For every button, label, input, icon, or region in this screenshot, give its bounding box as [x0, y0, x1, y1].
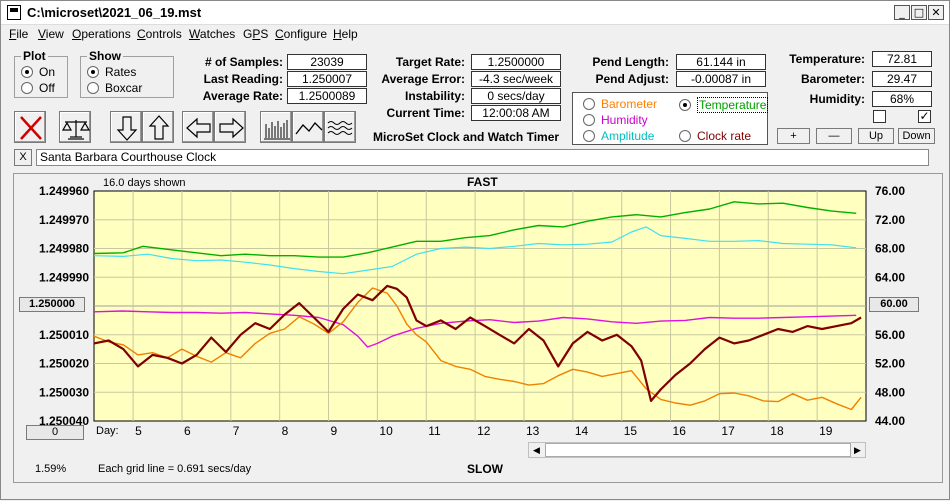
menu-controls[interactable]: Controls	[137, 27, 182, 41]
menu-view[interactable]: View	[38, 27, 64, 41]
show-boxcar-radio[interactable]: Boxcar	[87, 81, 142, 95]
scale-down-button[interactable]: Down	[898, 128, 935, 144]
pend-adjust-value: -0.00087 in	[676, 71, 766, 87]
last-reading-value: 1.250007	[287, 71, 367, 87]
day-label: Day:	[96, 425, 119, 437]
barometer-label: Barometer:	[800, 72, 865, 86]
instability-label: Instability:	[404, 89, 465, 103]
temperature-label: Temperature:	[789, 52, 865, 66]
instability-value: 0 secs/day	[471, 88, 561, 104]
radio-empty-icon	[679, 130, 691, 142]
line-wave-icon[interactable]	[292, 111, 324, 143]
zero-button[interactable]: 0	[26, 425, 84, 440]
menu-help[interactable]: Help	[333, 27, 358, 41]
arrow-right-icon[interactable]	[214, 111, 246, 143]
radio-selected-icon	[87, 66, 99, 78]
amplitude-radio[interactable]: Amplitude	[583, 129, 654, 143]
barometer-value: 29.47	[872, 71, 932, 87]
stop-x-icon[interactable]	[14, 111, 46, 143]
plot-on-radio[interactable]: On	[21, 65, 55, 79]
watch-name-field[interactable]: Santa Barbara Courthouse Clock	[36, 149, 929, 166]
right-checkbox[interactable]: ✓	[918, 109, 931, 123]
menu-watches[interactable]: Watches	[189, 27, 236, 41]
humidity-radio[interactable]: Humidity	[583, 113, 648, 127]
arrow-left-icon[interactable]	[182, 111, 214, 143]
temperature-radio[interactable]: Temperature	[679, 97, 769, 113]
menu-gps[interactable]: GPS	[243, 27, 269, 41]
last-reading-label: Last Reading:	[203, 72, 283, 86]
scale-plus-button[interactable]: +	[777, 128, 810, 144]
average-rate-label: Average Rate:	[202, 89, 283, 103]
chart-panel	[13, 173, 943, 483]
samples-label: # of Samples:	[204, 55, 283, 69]
humidity-value: 68%	[872, 91, 932, 107]
title-bar: C:\microset\2021_06_19.mst _ □ ✕	[1, 1, 949, 25]
app-icon[interactable]	[7, 5, 21, 20]
slow-label: SLOW	[467, 462, 503, 476]
radio-empty-icon	[87, 82, 99, 94]
menu-file[interactable]: File	[9, 27, 29, 41]
left-checkbox[interactable]	[873, 110, 886, 123]
bar-chart-icon[interactable]	[260, 111, 292, 143]
grid-note-label: Each grid line = 0.691 secs/day	[98, 463, 252, 475]
sensor-select-box: Barometer Temperature Humidity Amplitude…	[572, 92, 769, 145]
pend-adjust-label: Pend Adjust:	[595, 72, 669, 86]
time-scrollbar[interactable]: ◀ ▶	[528, 442, 866, 458]
average-error-label: Average Error:	[381, 72, 465, 86]
maximize-button[interactable]: □	[911, 5, 927, 20]
plot-group: Plot On Off	[14, 49, 68, 98]
scale-up-button[interactable]: Up	[858, 128, 894, 144]
right-axis-button[interactable]: 60.00	[869, 297, 919, 312]
radio-empty-icon	[583, 98, 595, 110]
pend-length-label: Pend Length:	[592, 55, 669, 69]
left-axis-button[interactable]: 1.250000	[19, 297, 85, 312]
scroll-thumb[interactable]	[545, 443, 851, 457]
menu-configure[interactable]: Configure	[275, 27, 328, 41]
barometer-radio[interactable]: Barometer	[583, 97, 657, 111]
minimize-button[interactable]: _	[894, 5, 910, 20]
current-time-value: 12:00:08 AM	[471, 105, 561, 121]
average-rate-value: 1.2500089	[287, 88, 367, 104]
radio-selected-icon	[679, 99, 691, 111]
radio-empty-icon	[583, 130, 595, 142]
menu-operations[interactable]: Operations	[72, 27, 131, 41]
close-button[interactable]: ✕	[928, 5, 944, 20]
pend-length-value: 61.144 in	[676, 54, 766, 70]
plot-off-radio[interactable]: Off	[21, 81, 55, 95]
humidity-label: Humidity:	[809, 92, 865, 106]
show-rates-radio[interactable]: Rates	[87, 65, 136, 79]
clear-name-button[interactable]: X	[14, 149, 32, 166]
scroll-right-icon[interactable]: ▶	[854, 445, 861, 455]
target-rate-value: 1.2500000	[471, 54, 561, 70]
fast-label: FAST	[467, 175, 498, 189]
radio-empty-icon	[583, 114, 595, 126]
days-shown-label: 16.0 days shown	[103, 177, 186, 189]
temperature-value: 72.81	[872, 51, 932, 67]
arrow-up-icon[interactable]	[142, 111, 174, 143]
radio-empty-icon	[21, 82, 33, 94]
show-group: Show Rates Boxcar	[80, 49, 174, 98]
target-rate-label: Target Rate:	[395, 55, 465, 69]
clock-rate-radio[interactable]: Clock rate	[679, 129, 751, 143]
show-group-label: Show	[87, 49, 123, 63]
current-time-label: Current Time:	[386, 106, 465, 120]
average-error-value: -4.3 sec/week	[471, 71, 561, 87]
menu-bar: File View Operations Controls Watches GP…	[1, 25, 949, 43]
percent-label: 1.59%	[35, 463, 67, 475]
arrow-down-icon[interactable]	[110, 111, 142, 143]
radio-selected-icon	[21, 66, 33, 78]
samples-value: 23039	[287, 54, 367, 70]
window-title: C:\microset\2021_06_19.mst	[27, 5, 202, 20]
plot-group-label: Plot	[21, 49, 48, 63]
scroll-left-icon[interactable]: ◀	[533, 445, 540, 455]
app-name-label: MicroSet Clock and Watch Timer	[373, 130, 560, 144]
scale-minus-button[interactable]: —	[816, 128, 852, 144]
multi-wave-icon[interactable]	[324, 111, 356, 143]
balance-scale-icon[interactable]	[59, 111, 91, 143]
